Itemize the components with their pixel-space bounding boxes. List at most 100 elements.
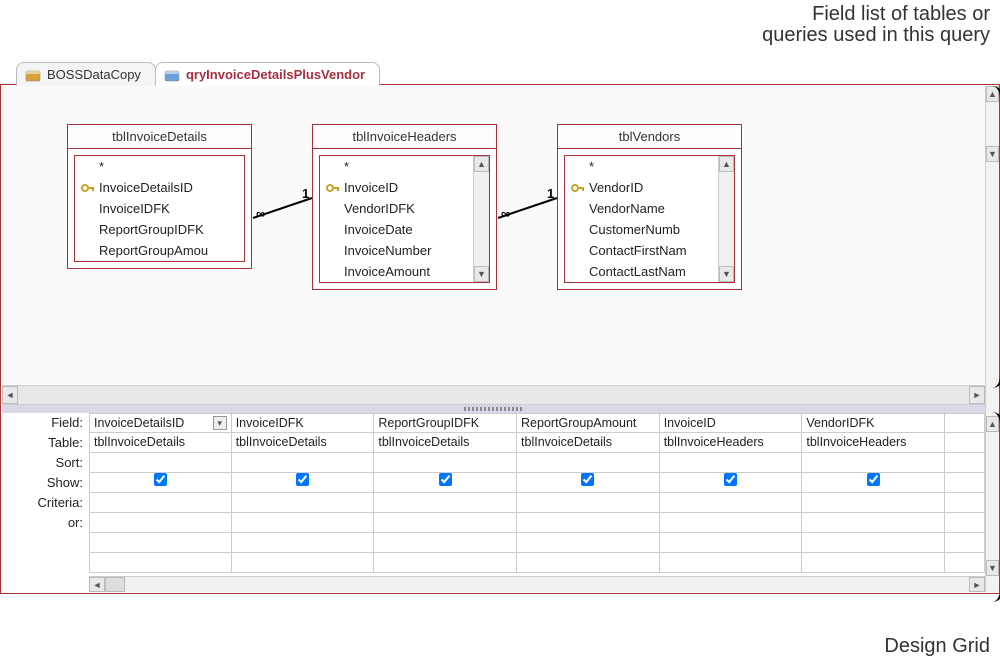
scroll-up-button[interactable]: ▲	[719, 156, 734, 172]
field-row[interactable]: InvoiceIDFK	[75, 198, 244, 219]
table-title[interactable]: tblInvoiceHeaders	[313, 125, 496, 149]
show-checkbox[interactable]	[439, 473, 452, 486]
field-row[interactable]: ReportGroupIDFK	[75, 219, 244, 240]
grid-cell-show[interactable]	[802, 473, 945, 493]
field-row[interactable]: InvoiceID	[320, 177, 489, 198]
grid-cell-criteria[interactable]	[660, 493, 803, 513]
grid-cell-sort[interactable]	[660, 453, 803, 473]
grid-cell-blank1[interactable]	[89, 533, 232, 553]
grid-cell-sort[interactable]	[802, 453, 945, 473]
scroll-thumb[interactable]	[105, 577, 125, 592]
grid-cell-blank2[interactable]	[232, 553, 375, 573]
pane-splitter[interactable]	[2, 405, 985, 413]
scroll-down-button[interactable]: ▼	[474, 266, 489, 282]
field-name: InvoiceID	[344, 180, 398, 195]
grid-cell-criteria[interactable]	[89, 493, 232, 513]
grid-cell-sort[interactable]	[517, 453, 660, 473]
grid-cell-field[interactable]: InvoiceID	[660, 413, 803, 433]
show-checkbox[interactable]	[154, 473, 167, 486]
field-row[interactable]: ReportGroupAmou	[75, 240, 244, 261]
field-row[interactable]: VendorID	[565, 177, 734, 198]
grid-cell-or[interactable]	[517, 513, 660, 533]
grid-cell-table[interactable]: tblInvoiceHeaders	[660, 433, 803, 453]
field-row[interactable]: *	[75, 156, 244, 177]
scroll-track[interactable]	[18, 386, 969, 404]
table-fieldlist[interactable]: tblInvoiceHeaders*InvoiceIDVendorIDFKInv…	[312, 124, 497, 290]
table-fieldlist[interactable]: tblInvoiceDetails *InvoiceDetailsIDInvoic…	[67, 124, 252, 269]
design-grid[interactable]: InvoiceDetailsID▾InvoiceIDFKReportGroupI…	[89, 413, 985, 592]
field-row[interactable]: VendorIDFK	[320, 198, 489, 219]
grid-cell-show[interactable]	[89, 473, 232, 493]
grid-cell-table[interactable]: tblInvoiceHeaders	[802, 433, 945, 453]
show-checkbox[interactable]	[724, 473, 737, 486]
grid-hscrollbar[interactable]: ◄ ►	[89, 576, 985, 592]
grid-cell-table[interactable]: tblInvoiceDetails	[232, 433, 375, 453]
show-checkbox[interactable]	[867, 473, 880, 486]
grid-cell-table[interactable]: tblInvoiceDetails	[374, 433, 517, 453]
fieldlist-vscrollbar[interactable]: ▲▼	[718, 156, 734, 282]
show-checkbox[interactable]	[296, 473, 309, 486]
field-row[interactable]: CustomerNumb	[565, 219, 734, 240]
scroll-down-button[interactable]: ▼	[719, 266, 734, 282]
grid-cell-sort[interactable]	[374, 453, 517, 473]
grid-cell-or[interactable]	[232, 513, 375, 533]
grid-cell-show[interactable]	[374, 473, 517, 493]
grid-cell-criteria[interactable]	[232, 493, 375, 513]
field-row[interactable]: InvoiceAmount	[320, 261, 489, 282]
field-row[interactable]: ContactFirstNam	[565, 240, 734, 261]
grid-cell-criteria[interactable]	[374, 493, 517, 513]
callout-designgrid: Design Grid	[884, 635, 990, 658]
scroll-right-button[interactable]: ►	[969, 386, 985, 404]
show-checkbox[interactable]	[581, 473, 594, 486]
field-row[interactable]: *	[565, 156, 734, 177]
field-row[interactable]: VendorName	[565, 198, 734, 219]
grid-cell-show[interactable]	[660, 473, 803, 493]
grid-cell-field[interactable]: InvoiceDetailsID▾	[89, 413, 232, 433]
field-row[interactable]: InvoiceNumber	[320, 240, 489, 261]
grid-cell-table[interactable]: tblInvoiceDetails	[89, 433, 232, 453]
field-row[interactable]: ContactLastNam	[565, 261, 734, 282]
grid-cell-blank1[interactable]	[660, 533, 803, 553]
grid-cell-blank1[interactable]	[802, 533, 945, 553]
scroll-left-button[interactable]: ◄	[89, 577, 105, 592]
field-row[interactable]: InvoiceDate	[320, 219, 489, 240]
grid-cell-field[interactable]: ReportGroupAmount	[517, 413, 660, 433]
grid-cell-show[interactable]	[232, 473, 375, 493]
grid-cell-blank2[interactable]	[517, 553, 660, 573]
grid-cell-blank1[interactable]	[374, 533, 517, 553]
grid-cell-criteria[interactable]	[517, 493, 660, 513]
grid-cell-blank2[interactable]	[89, 553, 232, 573]
scroll-up-button[interactable]: ▲	[474, 156, 489, 172]
field-list-pane[interactable]: tblInvoiceDetails*InvoiceDetailsIDInvoic…	[2, 86, 985, 384]
grid-cell-table[interactable]: tblInvoiceDetails	[517, 433, 660, 453]
grid-cell-blank2[interactable]	[374, 553, 517, 573]
document-tab[interactable]: BOSSDataCopy	[16, 62, 156, 86]
grid-cell-or[interactable]	[374, 513, 517, 533]
grid-cell-field[interactable]: ReportGroupIDFK	[374, 413, 517, 433]
grid-cell-sort[interactable]	[232, 453, 375, 473]
grid-cell-field[interactable]: VendorIDFK	[802, 413, 945, 433]
grid-cell-blank2[interactable]	[660, 553, 803, 573]
field-row[interactable]: InvoiceDetailsID	[75, 177, 244, 198]
grid-cell-blank1[interactable]	[232, 533, 375, 553]
field-row[interactable]: *	[320, 156, 489, 177]
table-title[interactable]: tblInvoiceDetails	[68, 125, 251, 149]
grid-cell-or[interactable]	[802, 513, 945, 533]
grid-cell-sort[interactable]	[89, 453, 232, 473]
grid-cell-criteria[interactable]	[802, 493, 945, 513]
table-fieldlist[interactable]: tblVendors *VendorIDVendorNameCustomerNum…	[557, 124, 742, 290]
grid-cell-show[interactable]	[517, 473, 660, 493]
dropdown-icon[interactable]: ▾	[213, 416, 227, 430]
grid-cell-or[interactable]	[89, 513, 232, 533]
table-title[interactable]: tblVendors	[558, 125, 741, 149]
grid-cell-blank1[interactable]	[517, 533, 660, 553]
document-tab[interactable]: qryInvoiceDetailsPlusVendor	[155, 62, 380, 86]
scroll-left-button[interactable]: ◄	[2, 386, 18, 404]
grid-row-labels: Field:Table:Sort:Show:Criteria:or:	[2, 413, 89, 592]
grid-cell-blank2[interactable]	[802, 553, 945, 573]
grid-row-label: or:	[2, 513, 83, 533]
fieldlist-hscrollbar[interactable]: ◄ ►	[2, 385, 985, 405]
grid-cell-or[interactable]	[660, 513, 803, 533]
grid-cell-field[interactable]: InvoiceIDFK	[232, 413, 375, 433]
fieldlist-vscrollbar[interactable]: ▲▼	[473, 156, 489, 282]
